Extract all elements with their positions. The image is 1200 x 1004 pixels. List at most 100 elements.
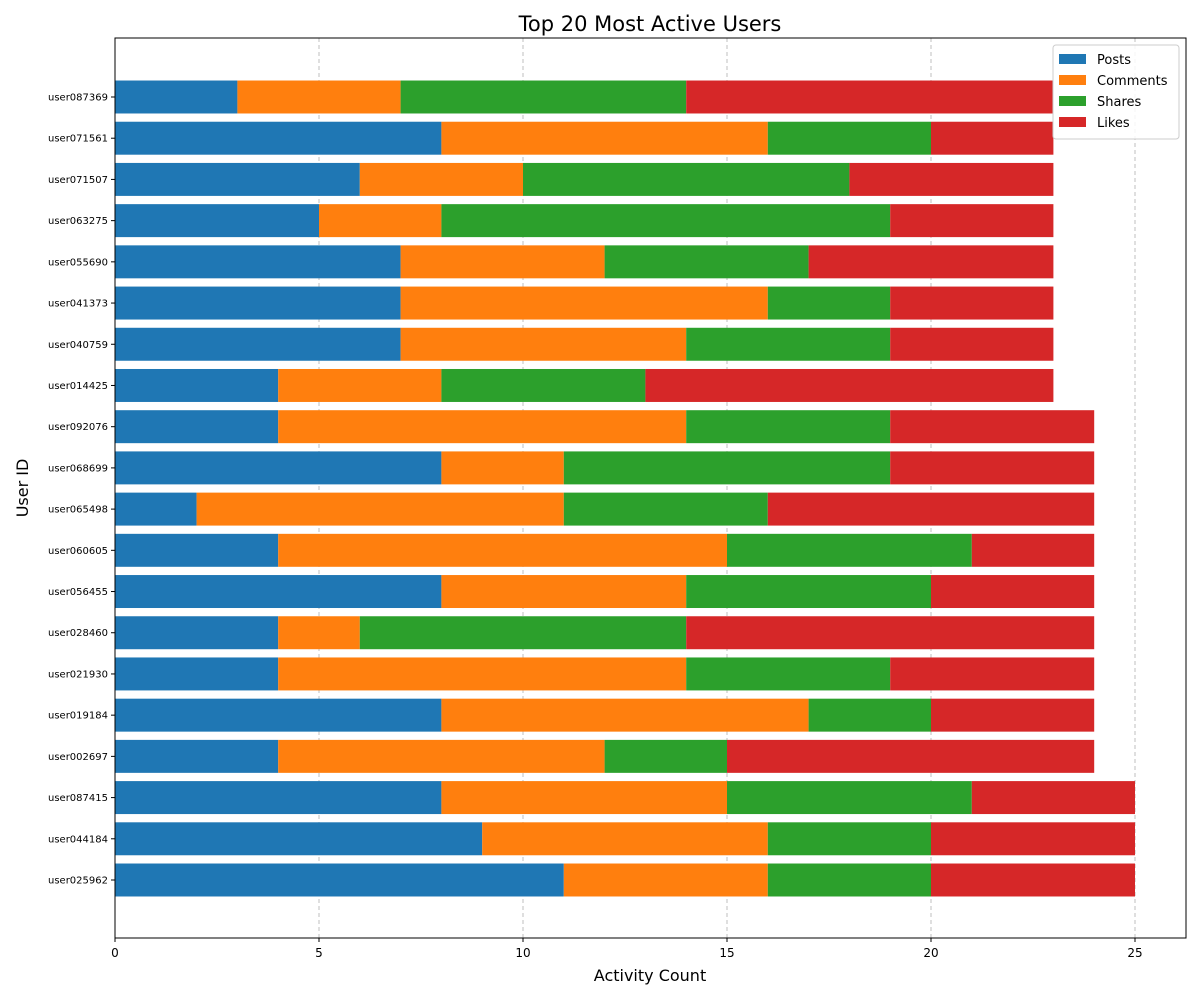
bar-shares-user060605: [727, 533, 972, 567]
bar-posts-user068699: [115, 451, 442, 485]
tick-labels: 0 5 10 15 20 25 user087369 user071561 user071507…: [48, 93, 1143, 961]
y-tick-label: user063275: [48, 216, 108, 227]
legend-label-posts: Posts: [1097, 53, 1131, 68]
bar-posts-user041373: [115, 286, 401, 320]
y-tick-label: user040759: [48, 340, 108, 351]
bar-likes-user071507: [849, 162, 1054, 196]
bar-posts-user060605: [115, 533, 279, 567]
bar-posts-user087415: [115, 781, 442, 815]
bar-comments-user065498: [196, 492, 564, 526]
y-tick-label: user028460: [48, 628, 108, 639]
bar-comments-user041373: [400, 286, 768, 320]
bar-likes-user055690: [808, 245, 1054, 279]
bars: [115, 80, 1135, 897]
bar-shares-user071507: [523, 162, 850, 196]
bar-comments-user040759: [400, 327, 687, 361]
x-tick-label: 10: [515, 946, 530, 960]
y-tick-label: user060605: [48, 546, 108, 557]
bar-shares-user040759: [686, 327, 891, 361]
x-tick-label: 5: [315, 946, 323, 960]
bar-shares-user071561: [767, 121, 931, 155]
bar-posts-user002697: [115, 739, 279, 773]
bar-posts-user063275: [115, 204, 319, 238]
bar-likes-user044184: [931, 822, 1135, 856]
bar-posts-user014425: [115, 368, 279, 402]
legend-swatch-posts: [1059, 54, 1086, 64]
bar-likes-user087415: [971, 781, 1135, 815]
y-tick-label: user014425: [48, 381, 108, 392]
bar-likes-user040759: [890, 327, 1054, 361]
bar-shares-user087415: [727, 781, 972, 815]
y-tick-label: user071561: [48, 134, 108, 145]
legend-label-comments: Comments: [1097, 74, 1168, 89]
bar-posts-user056455: [115, 575, 442, 609]
bar-comments-user056455: [441, 575, 687, 609]
y-tick-label: user002697: [48, 752, 108, 763]
bar-shares-user065498: [563, 492, 768, 526]
legend-swatch-comments: [1059, 75, 1086, 85]
bar-posts-user065498: [115, 492, 197, 526]
bar-likes-user021930: [890, 657, 1095, 691]
bar-shares-user002697: [604, 739, 727, 773]
x-tick-label: 15: [719, 946, 734, 960]
axes: [111, 37, 1187, 942]
bar-shares-user092076: [686, 410, 891, 444]
bar-likes-user087369: [686, 80, 1054, 114]
bar-likes-user019184: [931, 698, 1095, 732]
y-tick-label: user021930: [48, 669, 108, 680]
bar-posts-user025962: [115, 863, 564, 897]
bar-shares-user025962: [767, 863, 931, 897]
bar-comments-user028460: [278, 616, 360, 650]
bar-comments-user060605: [278, 533, 727, 567]
x-axis-label: Activity Count: [594, 966, 706, 985]
bar-shares-user028460: [359, 616, 687, 650]
bar-comments-user063275: [319, 204, 442, 238]
legend-label-likes: Likes: [1097, 116, 1130, 131]
legend: Posts Comments Shares Likes: [1052, 44, 1180, 140]
bar-comments-user025962: [563, 863, 768, 897]
plot-frame: [114, 37, 1187, 939]
bar-comments-user071507: [359, 162, 523, 196]
bar-likes-user065498: [767, 492, 1095, 526]
bar-comments-user087415: [441, 781, 727, 815]
bar-shares-user044184: [767, 822, 931, 856]
bar-shares-user068699: [563, 451, 891, 485]
bar-posts-user055690: [115, 245, 401, 279]
bar-shares-user014425: [441, 368, 646, 402]
bar-comments-user044184: [482, 822, 768, 856]
bar-comments-user021930: [278, 657, 687, 691]
y-tick-label: user055690: [48, 257, 108, 268]
bar-likes-user063275: [890, 204, 1054, 238]
y-tick-label: user087415: [48, 793, 108, 804]
bar-likes-user071561: [931, 121, 1054, 155]
bar-shares-user021930: [686, 657, 891, 691]
y-tick-label: user092076: [48, 422, 108, 433]
legend-swatch-shares: [1059, 96, 1086, 106]
bar-comments-user055690: [400, 245, 605, 279]
bar-posts-user087369: [115, 80, 238, 114]
bar-likes-user025962: [931, 863, 1135, 897]
bar-posts-user092076: [115, 410, 279, 444]
bar-posts-user019184: [115, 698, 442, 732]
bar-likes-user060605: [971, 533, 1095, 567]
y-tick-label: user087369: [48, 93, 108, 104]
bar-likes-user092076: [890, 410, 1095, 444]
bar-shares-user055690: [604, 245, 809, 279]
legend-box: [1052, 44, 1180, 140]
y-tick-label: user019184: [48, 711, 108, 722]
y-tick-label: user044184: [48, 834, 108, 845]
y-tick-label: user071507: [48, 175, 108, 186]
chart-title: Top 20 Most Active Users: [518, 12, 782, 36]
bar-posts-user071507: [115, 162, 360, 196]
bar-posts-user040759: [115, 327, 401, 361]
legend-swatch-likes: [1059, 117, 1086, 127]
bar-comments-user002697: [278, 739, 605, 773]
bar-comments-user019184: [441, 698, 809, 732]
bar-likes-user068699: [890, 451, 1095, 485]
bar-posts-user071561: [115, 121, 442, 155]
bar-likes-user014425: [645, 368, 1054, 402]
bar-comments-user071561: [441, 121, 768, 155]
bar-shares-user019184: [808, 698, 931, 732]
